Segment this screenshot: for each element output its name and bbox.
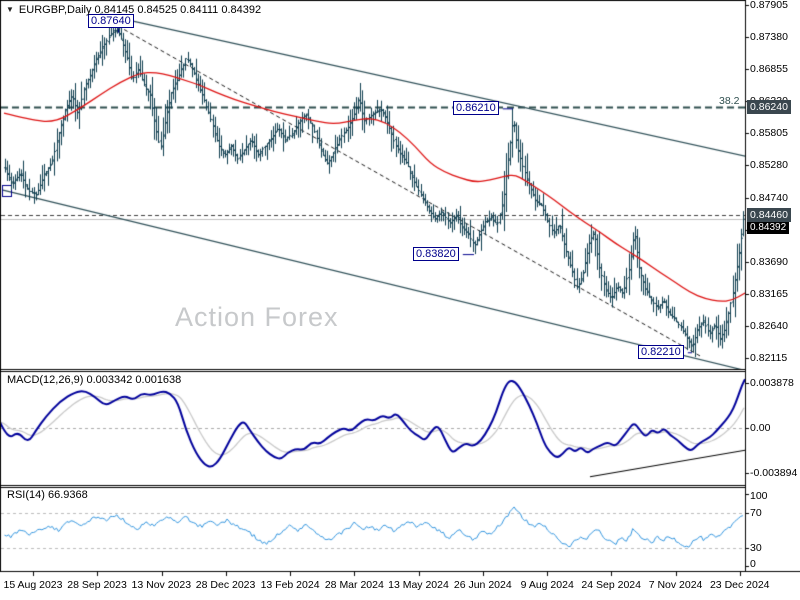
symbol-period-label: EURGBP,Daily: [18, 4, 92, 16]
rsi-indicator-label: RSI(14) 66.9368: [7, 489, 88, 501]
symbol-dropdown-icon[interactable]: ▼: [6, 5, 14, 14]
ohlc-values-label: 0.84145 0.84525 0.84111 0.84392: [94, 4, 262, 16]
fib-382-label: 38.2: [719, 95, 740, 107]
macd-indicator-label: MACD(12,26,9) 0.003342 0.001638: [7, 374, 182, 386]
chart-title: ▼ EURGBP,Daily 0.84145 0.84525 0.84111 0.…: [6, 4, 261, 16]
